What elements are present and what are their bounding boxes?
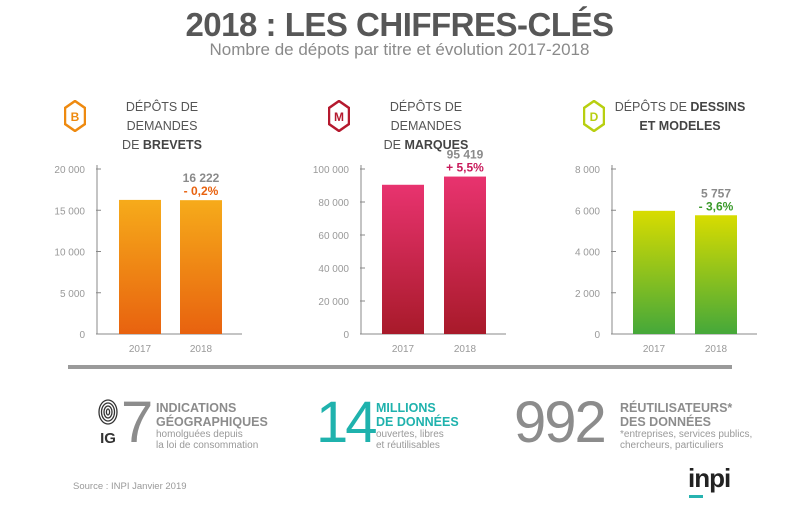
brevets-bar-2017 [119, 199, 161, 334]
inpi-logo-underline [689, 495, 703, 498]
dessins-bar-2018 [695, 215, 737, 334]
users-label: RÉUTILISATEURS* DES DONNÉES [620, 401, 733, 429]
divider [68, 365, 732, 369]
svg-text:IG: IG [100, 430, 116, 444]
marques-header: DÉPÔTS DE DEMANDES DE MARQUES [383, 100, 469, 152]
marques-y-tick-label: 80 000 [318, 198, 349, 209]
brevets-hexagon-icon: B [64, 100, 86, 132]
dessins-y-tick-label: 0 [594, 330, 600, 341]
marques-y-tick-label: 20 000 [318, 297, 349, 308]
brevets-bar-2018 [180, 200, 222, 334]
brevets-x-tick-label: 2017 [129, 344, 152, 355]
dessins-x-tick-label: 2017 [643, 344, 666, 355]
marques-x-tick-label: 2018 [454, 344, 477, 355]
dessins-y-tick-label: 2 000 [575, 289, 600, 300]
brevets-y-tick-label: 15 000 [54, 206, 85, 217]
users-number: 992 [514, 390, 607, 455]
dessins-y-tick-label: 8 000 [575, 165, 600, 176]
source-note: Source : INPI Janvier 2019 [73, 481, 187, 492]
svg-text:B: B [71, 110, 80, 124]
brevets-y-tick-label: 0 [79, 330, 85, 341]
marques-x-tick-label: 2017 [392, 344, 415, 355]
dessins-y-tick-label: 4 000 [575, 248, 600, 259]
dessins-value-label: 5 757 [701, 186, 731, 200]
marques-y-tick-label: 40 000 [318, 264, 349, 275]
svg-text:D: D [590, 110, 599, 124]
brevets-y-tick-label: 10 000 [54, 248, 85, 259]
users-sublabel: *entreprises, services publics, chercheur… [620, 429, 753, 451]
page-subtitle: Nombre de dépots par titre et évolution … [209, 40, 590, 59]
marques-y-tick-label: 0 [343, 330, 349, 341]
brevets-change-label: - 0,2% [184, 184, 219, 198]
brevets-header: DÉPÔTS DE DEMANDES DE BREVETS [122, 100, 202, 152]
dessins-bar-2017 [633, 210, 675, 334]
marques-y-tick-label: 60 000 [318, 231, 349, 242]
inpi-logo: inpi [688, 463, 731, 493]
dessins-x-tick-label: 2018 [705, 344, 728, 355]
marques-bar-2018 [444, 176, 486, 334]
fingerprint-ig-icon: IG [98, 399, 118, 444]
brevets-y-tick-label: 20 000 [54, 165, 85, 176]
page-title: 2018 : LES CHIFFRES-CLÉS [185, 6, 614, 43]
brevets-x-tick-label: 2018 [190, 344, 213, 355]
marques-y-tick-label: 100 000 [313, 165, 350, 176]
marques-change-label: + 5,5% [446, 161, 484, 175]
svg-text:M: M [334, 110, 344, 124]
ig-label: INDICATIONS GÉOGRAPHIQUES [156, 401, 268, 429]
dessins-y-tick-label: 6 000 [575, 206, 600, 217]
data-number: 14 [316, 390, 377, 455]
dessins-header: DÉPÔTS DE DESSINS ET MODELES [614, 100, 746, 133]
marques-hexagon-icon: M [328, 100, 350, 132]
ig-number: 7 [121, 390, 154, 455]
data-sublabel: ouvertes, libres et réutilisables [376, 429, 444, 451]
data-label: MILLIONS DE DONNÉES [376, 401, 459, 429]
dessins-hexagon-icon: D [583, 100, 605, 132]
dessins-change-label: - 3,6% [699, 199, 734, 213]
brevets-y-tick-label: 5 000 [60, 289, 85, 300]
marques-value-label: 95 419 [447, 148, 484, 162]
marques-bar-2017 [382, 184, 424, 334]
brevets-value-label: 16 222 [183, 171, 220, 185]
ig-sublabel: homolguées depuis la loi de consommation [156, 429, 259, 451]
